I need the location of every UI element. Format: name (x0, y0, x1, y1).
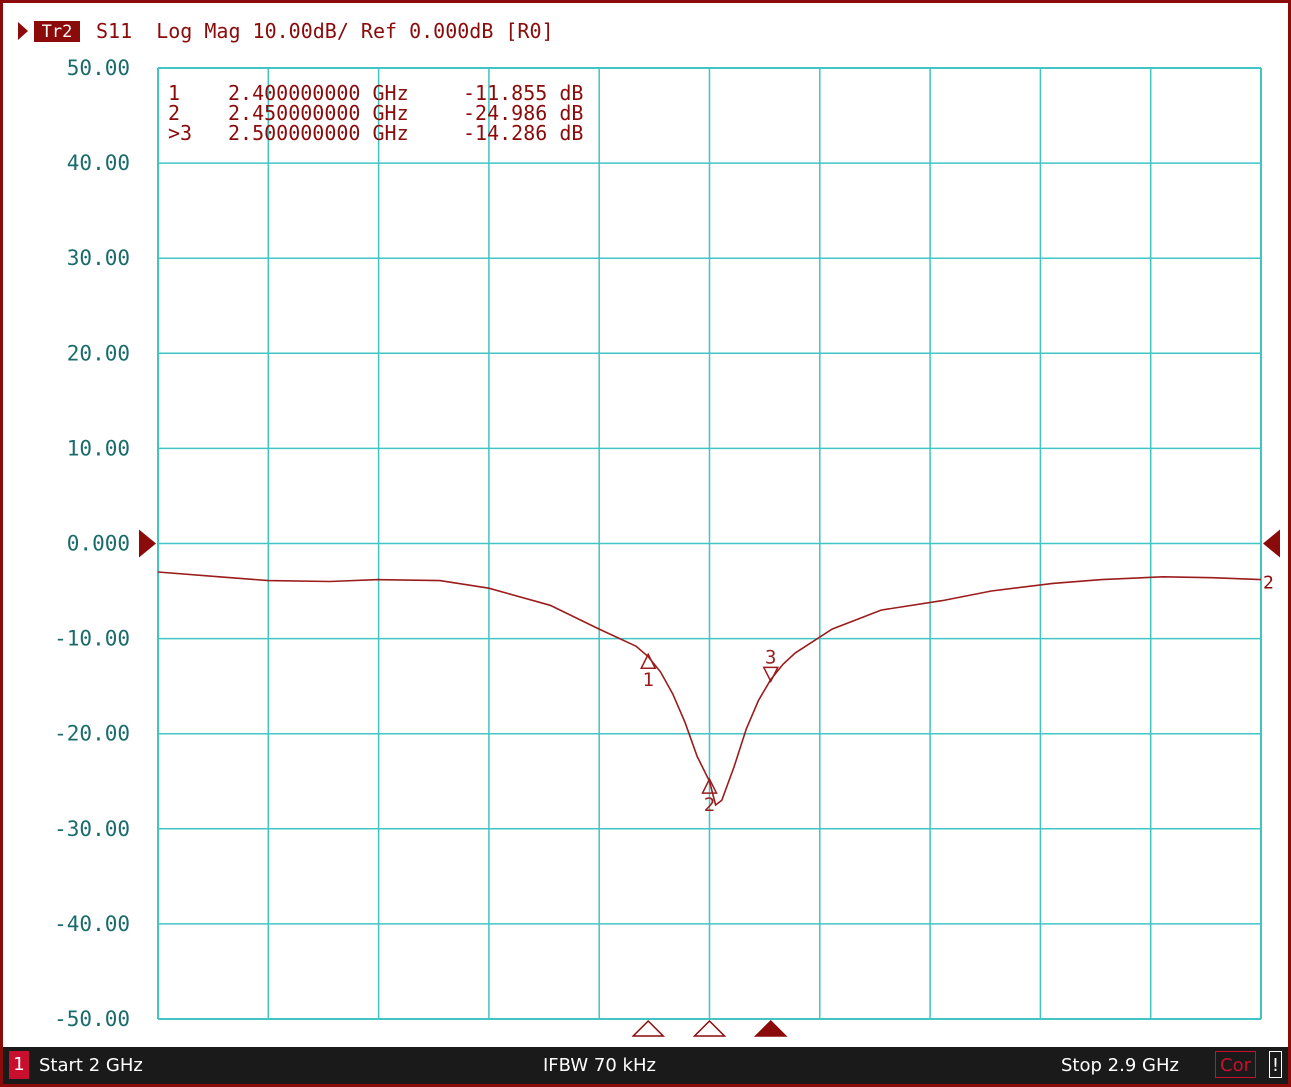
marker-table-frequency: 2.400000000 GHz (228, 81, 409, 105)
ref-level-left-arrow[interactable] (139, 529, 156, 558)
trace-info: S11 Log Mag 10.00dB/ Ref 0.000dB [R0] (96, 19, 554, 43)
ref-level-right-arrow[interactable] (1263, 529, 1280, 558)
marker-table-id: 2 (168, 101, 180, 125)
marker-table-frequency: 2.500000000 GHz (228, 121, 409, 145)
grid (157, 67, 1262, 1020)
marker-3-indicator[interactable] (753, 1019, 788, 1037)
trace-line-s11 (157, 571, 1262, 807)
correction-badge[interactable]: Cor (1215, 1051, 1256, 1078)
y-tick-label: -40.00 (54, 912, 130, 936)
right-ref-label: 2 (1263, 573, 1274, 594)
marker-2-indicator[interactable] (692, 1019, 727, 1037)
marker-table-value: -14.286 dB (463, 121, 583, 145)
y-tick-labels: 50.00 40.00 30.00 20.00 10.00 0.000 -10.00 -20.… (54, 56, 130, 1031)
y-tick-label: 20.00 (67, 341, 130, 365)
y-tick-label: 30.00 (67, 246, 130, 270)
marker-1-symbol[interactable] (640, 652, 657, 669)
stop-frequency[interactable]: Stop 2.9 GHz (1061, 1055, 1179, 1076)
y-tick-label: 50.00 (67, 56, 130, 80)
y-tick-label: -50.00 (54, 1007, 130, 1031)
marker-position-indicators (631, 1019, 788, 1037)
marker-2-symbol[interactable] (701, 777, 718, 794)
trace-badge-bg[interactable] (34, 21, 80, 42)
status-bar: 1 Start 2 GHz IFBW 70 kHz Stop 2.9 GHz C… (3, 1047, 1288, 1084)
y-tick-label: 10.00 (67, 436, 130, 460)
marker-table-frequency: 2.450000000 GHz (228, 101, 409, 125)
marker-1-label: 1 (642, 669, 653, 691)
marker-3-symbol[interactable] (762, 666, 779, 684)
y-tick-label: -20.00 (54, 722, 130, 746)
markers: 1 2 3 (640, 646, 779, 816)
y-tick-label: 0.000 (67, 532, 130, 556)
marker-table-id: >3 (168, 121, 192, 145)
y-tick-label: -10.00 (54, 627, 130, 651)
marker-table: 1 2.400000000 GHz -11.855 dB 2 2.450000000 … (168, 81, 583, 145)
warning-badge[interactable]: ! (1269, 1051, 1282, 1078)
marker-table-value: -24.986 dB (463, 101, 583, 125)
active-trace-arrow (18, 22, 28, 40)
channel-badge[interactable]: 1 (9, 1051, 29, 1079)
start-frequency[interactable]: Start 2 GHz (39, 1055, 143, 1076)
marker-table-value: -11.855 dB (463, 81, 583, 105)
marker-table-id: 1 (168, 81, 180, 105)
marker-1-indicator[interactable] (631, 1019, 666, 1037)
trace-badge[interactable]: Tr2 (42, 22, 73, 42)
y-tick-label: -30.00 (54, 817, 130, 841)
ifbw-setting[interactable]: IFBW 70 kHz (543, 1055, 656, 1076)
y-tick-label: 40.00 (67, 151, 130, 175)
marker-3-label: 3 (765, 646, 776, 668)
marker-2-label: 2 (704, 794, 715, 816)
